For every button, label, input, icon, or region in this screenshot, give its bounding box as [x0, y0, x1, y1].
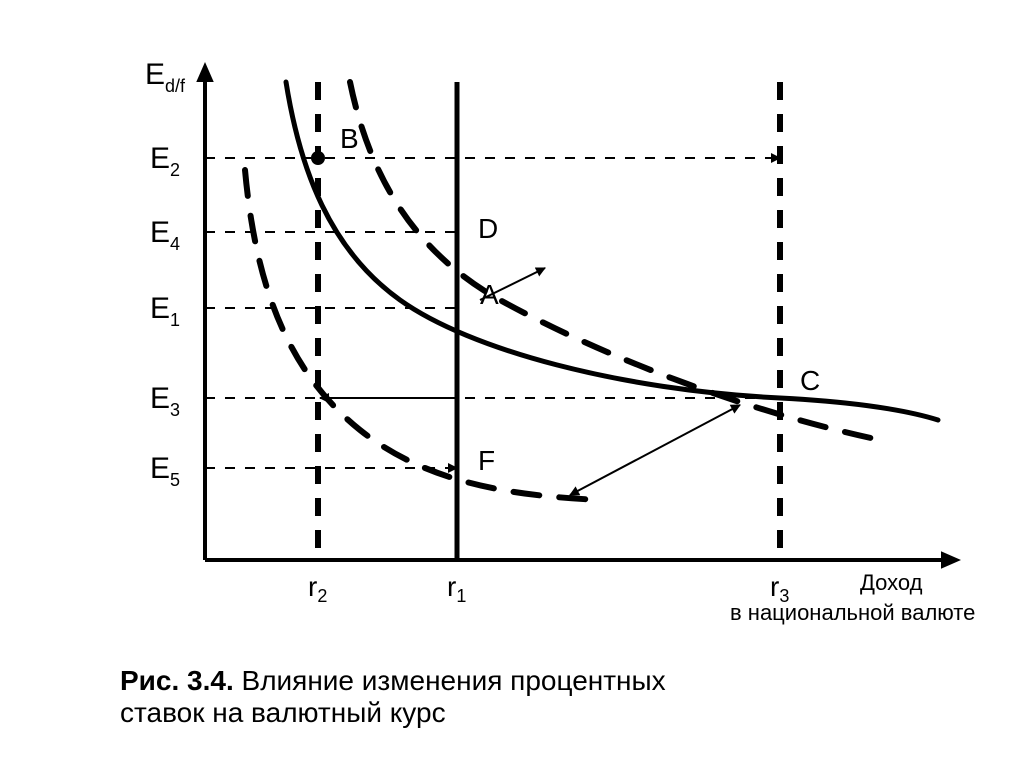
x-tick-label: r1	[447, 571, 466, 606]
point-B	[311, 151, 325, 165]
y-tick-label: E1	[150, 292, 180, 330]
point-A-label: A	[480, 279, 499, 310]
x-axis-title-line2: в национальной валюте	[730, 600, 975, 625]
chart-svg: Ed/fE2E4E1E3E5r2r1r3Доходв национальной …	[0, 0, 1024, 768]
y-axis-title: Ed/f	[145, 58, 186, 96]
x-tick-label: r2	[308, 571, 327, 606]
y-tick-label: E3	[150, 382, 180, 420]
y-tick-label: E5	[150, 452, 180, 490]
arrow-C-down	[570, 405, 740, 495]
point-C-label: C	[800, 365, 820, 396]
point-B-label: B	[340, 123, 359, 154]
x-axis-arrow-icon	[941, 551, 961, 569]
point-F-label: F	[478, 445, 495, 476]
lower-dashed-curve	[245, 170, 600, 500]
point-D-label: D	[478, 213, 498, 244]
y-axis-arrow-icon	[196, 62, 214, 82]
main-curve	[286, 82, 938, 420]
figure-container: Ed/fE2E4E1E3E5r2r1r3Доходв национальной …	[0, 0, 1024, 768]
figure-caption-line1: Рис. 3.4. Влияние изменения процентных	[120, 665, 666, 696]
figure-caption-line2: ставок на валютный курс	[120, 697, 446, 728]
y-tick-label: E4	[150, 216, 180, 254]
x-axis-title-line1: Доход	[860, 570, 923, 595]
y-tick-label: E2	[150, 142, 180, 180]
